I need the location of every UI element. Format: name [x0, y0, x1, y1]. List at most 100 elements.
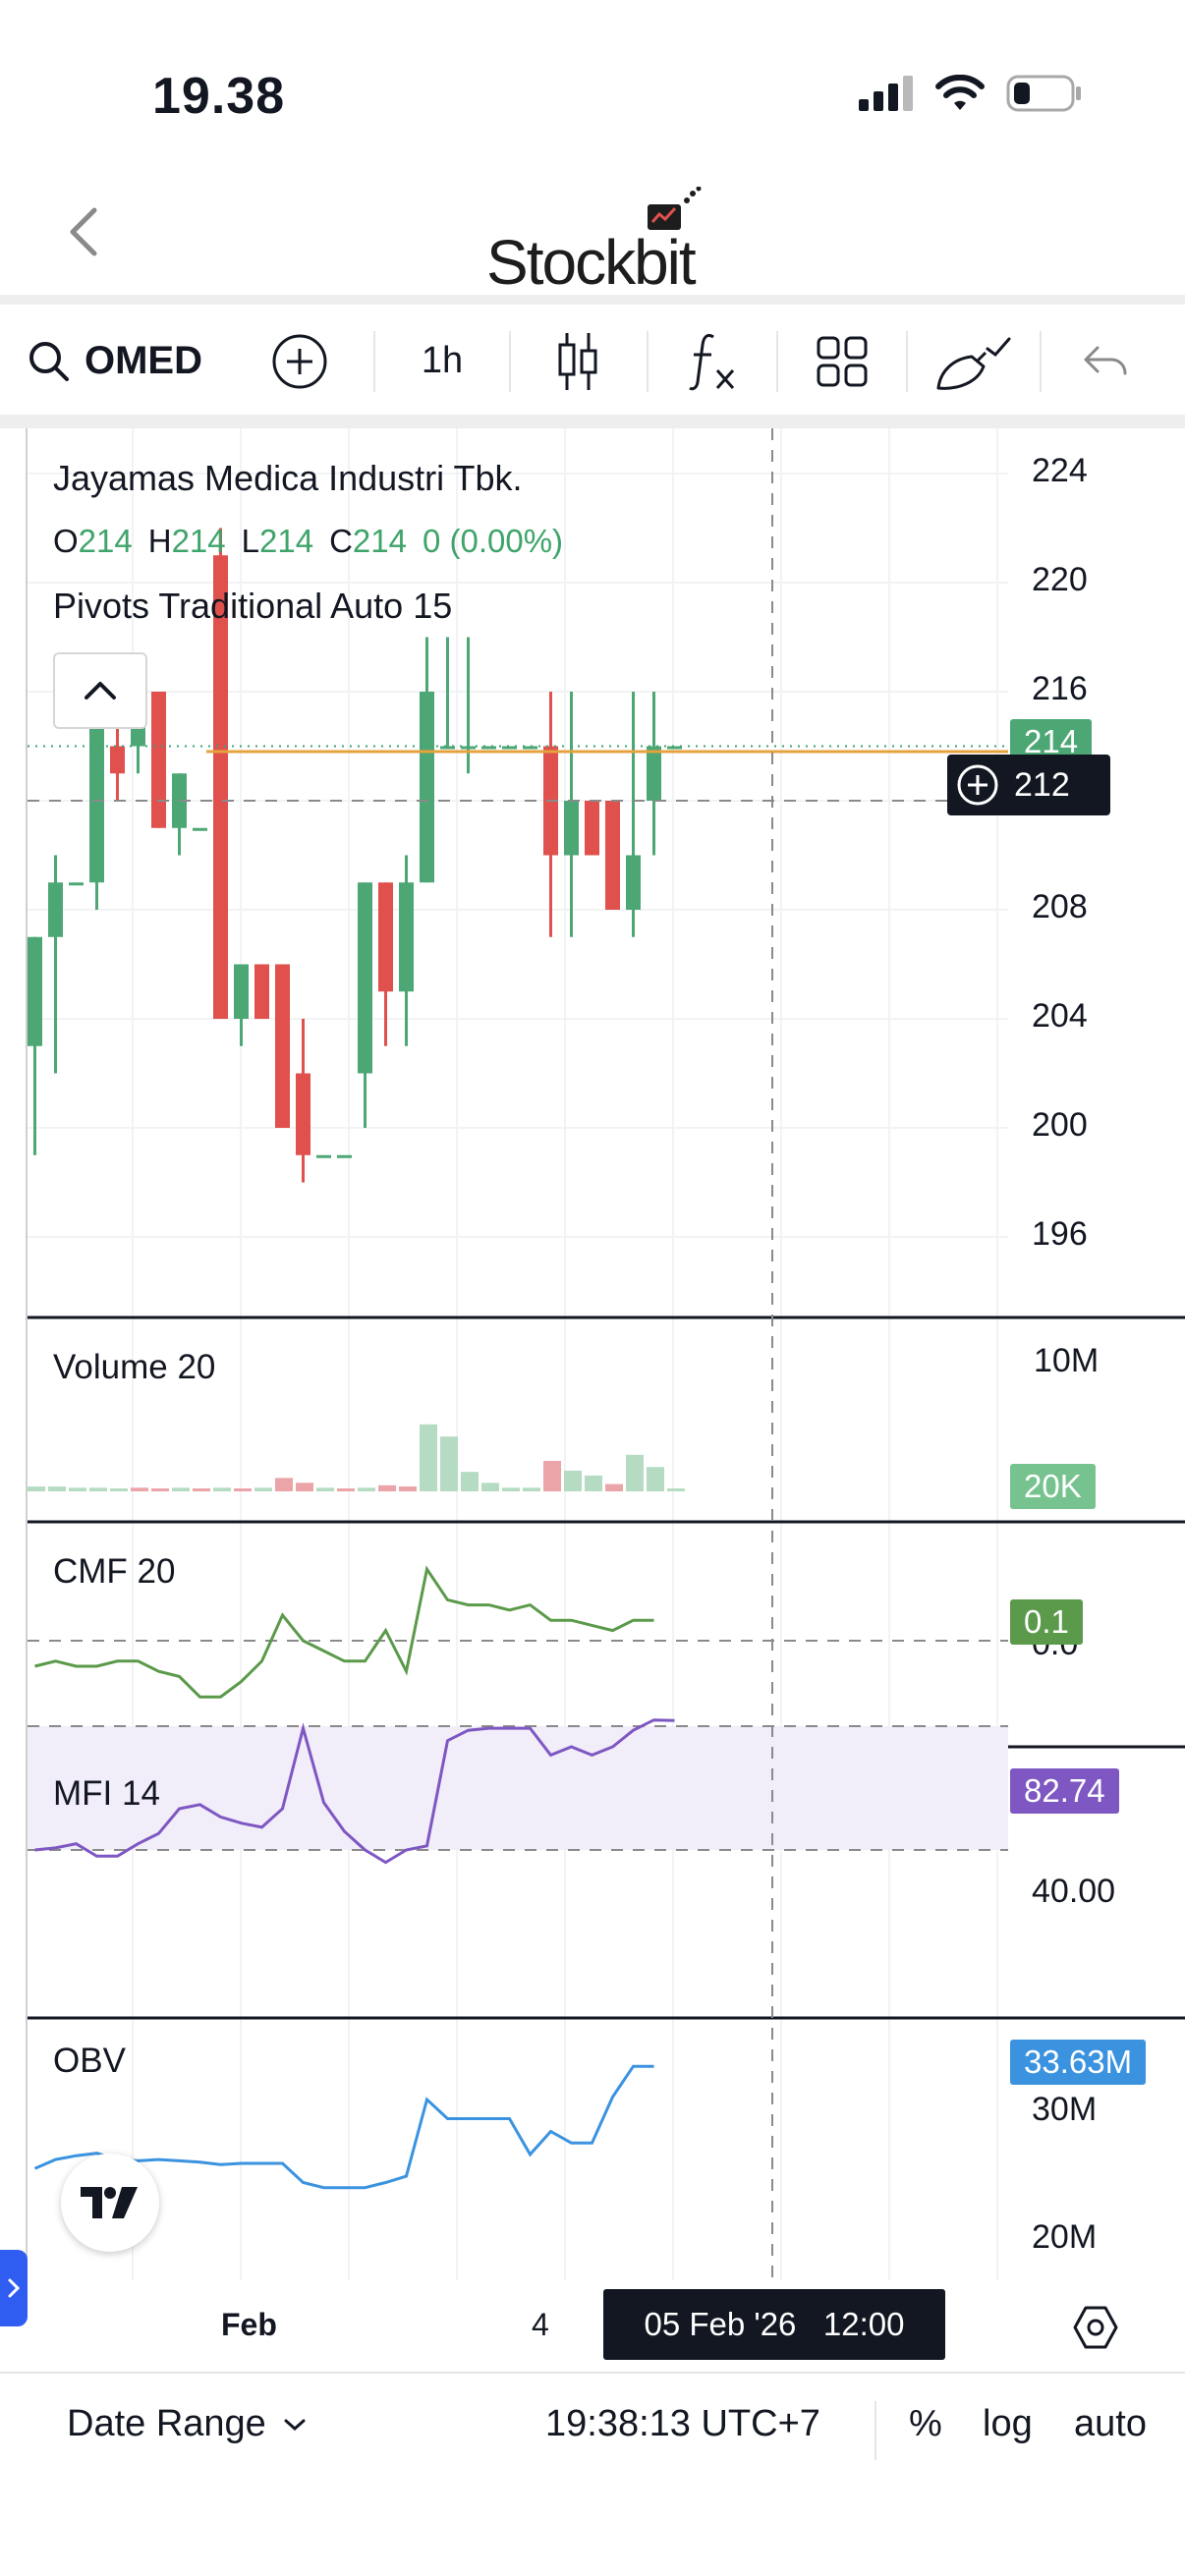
date-range-label: Date Range	[67, 2403, 266, 2444]
volume-bar	[254, 1487, 272, 1491]
volume-bar	[543, 1461, 561, 1491]
settings-hexagon-icon	[1073, 2306, 1118, 2349]
time-axis-label: 4	[532, 2307, 549, 2342]
candle-body	[564, 801, 579, 856]
cmf-tag: 0.1	[1010, 1599, 1083, 1645]
volume-bar	[667, 1488, 685, 1491]
candle-body	[213, 555, 228, 1019]
volume-bar	[378, 1484, 396, 1491]
candle-body	[151, 692, 166, 828]
volume-bar	[564, 1470, 582, 1491]
side-panel-toggle[interactable]	[0, 2250, 28, 2326]
volume-bar	[110, 1488, 128, 1491]
candlestick-icon	[558, 332, 597, 390]
logo-chart-icon	[648, 187, 702, 230]
layout-button[interactable]	[778, 305, 906, 418]
toolbar-separator	[647, 330, 649, 392]
candle-body	[667, 746, 682, 750]
timezone-clock[interactable]: 19:38:13 UTC+7	[545, 2403, 820, 2444]
price-axis-label: 204	[1032, 997, 1088, 1035]
candle-body	[296, 1073, 310, 1155]
chevron-down-icon	[284, 2419, 306, 2431]
volume-bar	[48, 1486, 66, 1491]
price-axis-label: 196	[1032, 1215, 1088, 1253]
candle-body	[110, 746, 125, 774]
grid-layout-icon	[817, 336, 868, 386]
volume-bar	[275, 1478, 293, 1491]
symbol-search-button[interactable]: OMED	[0, 305, 226, 418]
candle-body	[420, 692, 434, 883]
toolbar-separator	[906, 330, 908, 392]
pivots-indicator-label[interactable]: Pivots Traditional Auto 15	[53, 586, 453, 626]
auto-scale-button[interactable]: auto	[1074, 2403, 1147, 2444]
chart-type-button[interactable]	[511, 305, 647, 418]
candle-body	[275, 964, 290, 1128]
ohlc-low-key: L	[241, 523, 259, 559]
volume-bar	[131, 1487, 148, 1491]
drawing-brush-icon	[936, 337, 1011, 390]
candle-body	[48, 882, 63, 937]
function-fx-icon	[689, 333, 735, 390]
price-axis-label: 200	[1032, 1106, 1088, 1144]
candle-body	[523, 746, 537, 750]
price-axis-label: 224	[1032, 452, 1088, 489]
mfi-band	[28, 1726, 1008, 1850]
back-button[interactable]	[57, 196, 116, 265]
candle-body	[193, 827, 207, 831]
volume-bar	[605, 1484, 623, 1491]
candle-body	[337, 1154, 352, 1158]
symbol-label: OMED	[85, 339, 202, 382]
date-range-button[interactable]: Date Range	[67, 2403, 308, 2445]
mfi-pane-label[interactable]: MFI 14	[53, 1774, 160, 1813]
drawing-tools-button[interactable]	[908, 305, 1040, 418]
chevron-up-icon	[85, 682, 116, 700]
volume-bar	[523, 1487, 540, 1491]
log-scale-button[interactable]: log	[983, 2403, 1033, 2444]
volume-bar	[420, 1424, 437, 1491]
tradingview-logo-button[interactable]	[61, 2154, 159, 2252]
collapse-legend-button[interactable]	[53, 652, 147, 729]
chevron-left-icon	[70, 207, 97, 256]
chart-settings-button[interactable]	[1071, 2303, 1120, 2352]
plus-circle-icon	[957, 764, 998, 806]
interval-button[interactable]: 1h	[375, 305, 509, 418]
volume-bar	[502, 1487, 520, 1491]
plus-circle-icon	[272, 334, 327, 388]
candle-body	[358, 882, 372, 1074]
compare-symbol-button[interactable]	[226, 305, 373, 418]
percent-scale-button[interactable]: %	[909, 2403, 942, 2444]
volume-pane-label[interactable]: Volume 20	[53, 1348, 216, 1386]
crosshair-price: 212	[1014, 765, 1070, 804]
add-alert-button[interactable]	[947, 755, 1008, 815]
toolbar-separator	[373, 330, 375, 392]
symbol-title: Jayamas Medica Industri Tbk.	[53, 458, 523, 498]
volume-bar	[399, 1486, 417, 1491]
chart-canvas[interactable]	[0, 428, 1185, 2474]
interval-label: 1h	[421, 340, 464, 381]
chart-area[interactable]: Jayamas Medica Industri Tbk. O 214 H 214…	[0, 428, 1185, 2474]
ohlc-low-value: 214	[259, 523, 314, 559]
volume-bar	[647, 1467, 664, 1491]
app-header: Stockbit	[0, 177, 1185, 300]
candle-body	[626, 855, 641, 910]
volume-bar	[172, 1487, 190, 1491]
stockbit-logo: Stockbit	[486, 187, 712, 298]
obv-axis-label: 20M	[1032, 2218, 1098, 2256]
candle-body	[461, 746, 476, 750]
time-axis: Feb 4 05 Feb '26 12:00	[0, 2281, 1185, 2360]
cmf-line	[34, 1565, 654, 1699]
volume-bar	[358, 1487, 375, 1491]
candle-body	[399, 882, 414, 992]
toolbar-separator	[776, 330, 778, 392]
candle-body	[234, 964, 249, 1019]
status-icons	[859, 69, 1083, 118]
volume-bar	[69, 1487, 86, 1491]
obv-pane-label[interactable]: OBV	[53, 2042, 126, 2080]
chart-toolbar: OMED 1h	[0, 305, 1185, 418]
volume-bar	[461, 1472, 479, 1491]
candle-body	[605, 801, 620, 910]
indicators-button[interactable]	[649, 305, 776, 418]
cmf-pane-label[interactable]: CMF 20	[53, 1552, 176, 1591]
undo-button[interactable]	[1042, 305, 1169, 418]
battery-icon	[1006, 75, 1081, 112]
